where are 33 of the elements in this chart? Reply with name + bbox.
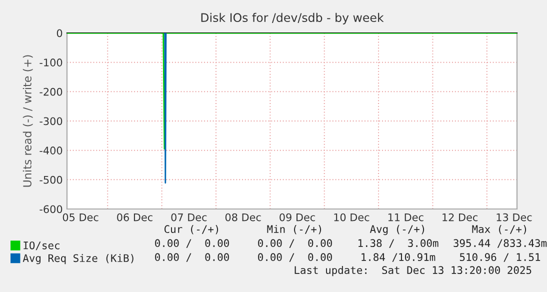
x-tick-label: 11 Dec (388, 213, 424, 222)
y-tick-label: 0 (56, 29, 62, 38)
x-tick-label: 07 Dec (171, 213, 207, 222)
x-tick-label: 10 Dec (334, 213, 370, 222)
text: 0.00 / 0.00 (258, 239, 332, 248)
legend-label: Avg Req Size (KiB) (22, 254, 134, 264)
text: Avg (-/+) (370, 224, 424, 236)
text: Min (-/+) (267, 224, 322, 234)
text: 0.00 / 0.00 (155, 239, 229, 248)
chart-title: Disk IOs for /dev/sdb - by week (201, 12, 384, 24)
x-tick-label: 09 Dec (280, 213, 315, 222)
text: 0.00 / 0.00 (258, 253, 332, 262)
text: Cur (-/+) (164, 225, 218, 234)
x-tick-label: 12 Dec (442, 213, 478, 222)
x-tick-label: 08 Dec (225, 213, 261, 222)
text: 0.00 / 0.00 (155, 253, 229, 262)
text: 1.84 /10.91m (362, 253, 436, 262)
legend-label: IO/sec (24, 241, 60, 250)
x-tick-label: 06 Dec (117, 213, 152, 222)
y-tick-label: -100 (40, 58, 62, 66)
y-tick-label: -500 (40, 176, 62, 184)
text: 510.96 / 1.51 (460, 253, 540, 262)
y-tick-label: -200 (40, 88, 62, 96)
y-tick-label: -400 (40, 146, 62, 154)
text: Last update: Sat Dec 13 13:20:00 2025 (294, 266, 532, 276)
text: 1.38 / 3.00m (358, 239, 438, 248)
x-tick-label: 05 Dec (62, 213, 98, 222)
y-tick-label: -300 (40, 117, 62, 126)
y-tick-label: -600 (40, 205, 62, 214)
y-axis-title: Units read (-) / write (+) (22, 55, 33, 187)
x-tick-label: 13 Dec (496, 213, 532, 222)
text: Max (-/+) (472, 225, 526, 234)
text: 395.44 /833.43m (454, 239, 547, 248)
